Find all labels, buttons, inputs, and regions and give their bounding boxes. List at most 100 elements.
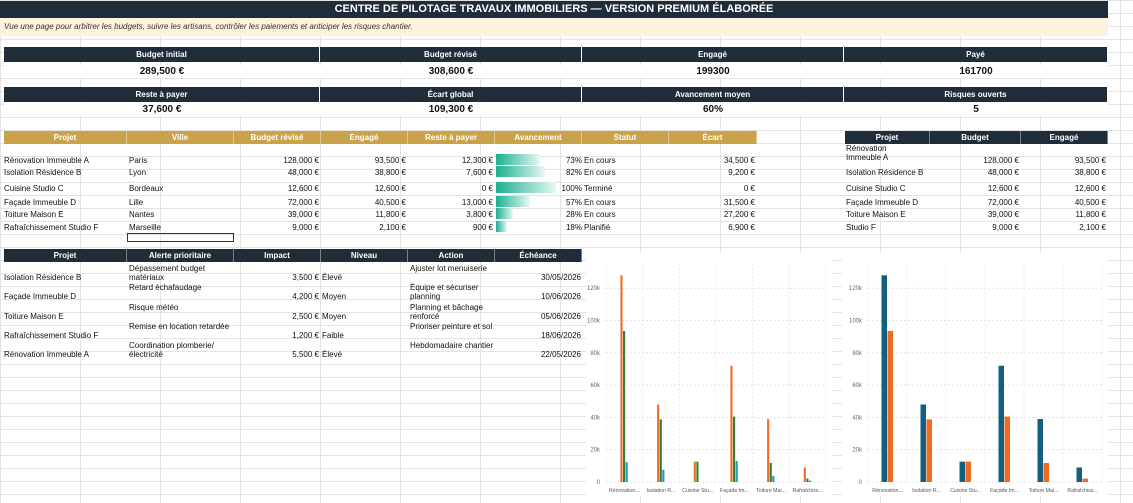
cell-ville: Lille bbox=[129, 198, 144, 207]
cell-engage: 2,100 € bbox=[379, 223, 406, 232]
side-col-header-projet: Projet bbox=[845, 131, 930, 144]
side-cell-budget: 48,000 € bbox=[987, 168, 1019, 177]
side-cell-budget: 9,000 € bbox=[992, 223, 1019, 232]
risk-cell-action: Prioriser peinture et sol bbox=[410, 322, 493, 331]
selected-cell[interactable] bbox=[127, 233, 234, 242]
cell-budget: 39,000 € bbox=[287, 210, 319, 219]
side-cell-engage: 40,500 € bbox=[1074, 198, 1106, 207]
bar-mark bbox=[735, 461, 738, 482]
risk-cell-action: Hebdomadaire chantier bbox=[410, 341, 494, 350]
risk-cell-projet: Isolation Résidence B bbox=[4, 273, 82, 282]
progress-bar bbox=[496, 154, 540, 165]
cell-projet: Toiture Maison E bbox=[4, 210, 64, 219]
cell-reste: 900 € bbox=[472, 223, 493, 232]
x-tick-label: Façade Im... bbox=[720, 488, 749, 494]
side-cell-engage: 12,600 € bbox=[1074, 184, 1106, 193]
risk-cell-echeance: 30/05/2026 bbox=[540, 273, 581, 282]
cell-reste: 7,600 € bbox=[466, 168, 493, 177]
cell-ecart: 0 € bbox=[743, 184, 755, 193]
risk-cell-impact: 4,200 € bbox=[292, 292, 319, 301]
col-header-budget-revise: Budget révisé bbox=[234, 131, 321, 144]
cell-ville: Bordeaux bbox=[129, 184, 164, 193]
kpi-value-reste-a-payer: 37,600 € bbox=[4, 103, 320, 116]
cell-engage: 11,800 € bbox=[375, 210, 406, 219]
x-tick-label: Isolation R... bbox=[647, 488, 676, 494]
progress-bar bbox=[496, 221, 507, 232]
risk-col-header-niveau: Niveau bbox=[321, 249, 408, 262]
risk-cell-impact: 2,500 € bbox=[292, 312, 319, 321]
y-tick-label: 120k bbox=[849, 286, 863, 292]
cell-projet: Façade Immeuble D bbox=[4, 198, 77, 207]
kpi-label-ecart-global: Écart global bbox=[320, 87, 582, 102]
cell-reste: 0 € bbox=[481, 184, 493, 193]
bar-mark bbox=[1037, 419, 1043, 482]
risk-cell-niveau: Élevé bbox=[322, 273, 343, 282]
cell-ecart: 9,200 € bbox=[728, 168, 755, 177]
bar-mark bbox=[803, 467, 806, 482]
kpi-value-risques-ouverts: 5 bbox=[844, 103, 1108, 116]
y-tick-label: 100k bbox=[849, 319, 863, 325]
y-tick-label: 80k bbox=[590, 351, 601, 357]
side-cell-projet: Façade Immeuble D bbox=[846, 198, 919, 207]
x-tick-label: Toiture Mai... bbox=[1029, 488, 1059, 494]
cell-ville: Paris bbox=[129, 156, 148, 165]
side-cell-projet: Isolation Résidence B bbox=[846, 168, 924, 177]
col-header-ecart: Écart bbox=[669, 131, 757, 144]
bar-mark bbox=[769, 462, 772, 482]
chart-svg-2: 0 20k 40k 60k 80k 100k 120k Rénovation... Isolat… bbox=[849, 264, 1103, 494]
side-cell-budget: 39,000 € bbox=[987, 210, 1019, 219]
bar-mark bbox=[808, 480, 812, 482]
bar-mark bbox=[1004, 416, 1010, 482]
kpi-label-budget-revise: Budget révisé bbox=[320, 47, 582, 62]
risk-cell-projet: Façade Immeuble D bbox=[4, 292, 77, 301]
risk-cell-niveau: Élevé bbox=[322, 350, 343, 359]
bar-mark bbox=[1043, 462, 1049, 482]
side-cell-engage: 11,800 € bbox=[1075, 210, 1106, 219]
risk-col-header-alerte: Alerte prioritaire bbox=[127, 249, 234, 262]
side-cell-engage: 2,100 € bbox=[1079, 223, 1106, 232]
risk-cell-alerte: Retard échafaudage bbox=[129, 283, 202, 292]
bar-mark bbox=[881, 275, 887, 482]
cell-projet: Isolation Résidence B bbox=[4, 168, 82, 177]
cell-statut: En cours bbox=[584, 210, 616, 219]
cell-projet: Rénovation Immeuble A bbox=[4, 156, 89, 165]
x-tick-label: Toiture Mai... bbox=[756, 488, 786, 494]
cell-avancement: 82% bbox=[565, 168, 582, 177]
cell-ecart: 34,500 € bbox=[723, 156, 755, 165]
risk-cell-echeance: 18/06/2026 bbox=[540, 331, 581, 340]
risk-cell-alerte: Risque météo bbox=[129, 303, 179, 312]
risk-cell-action: Ajuster lot menuiserie bbox=[410, 264, 487, 273]
x-tick-label: Rafraîchiss... bbox=[793, 488, 823, 494]
kpi-value-avancement-moyen: 60% bbox=[582, 103, 844, 116]
bar-mark bbox=[696, 461, 699, 482]
cell-ville: Marseille bbox=[129, 223, 162, 232]
side-cell-projet: Toiture Maison E bbox=[846, 210, 906, 219]
risk-cell-projet: Rénovation Immeuble A bbox=[4, 350, 89, 359]
risk-cell-echeance: 22/05/2026 bbox=[540, 350, 581, 359]
col-header-projet: Projet bbox=[4, 131, 127, 144]
bar-mark bbox=[659, 419, 662, 482]
cell-engage: 12,600 € bbox=[374, 184, 406, 193]
cell-budget: 12,600 € bbox=[287, 184, 319, 193]
bar-mark bbox=[772, 475, 775, 482]
x-tick-label: Façade Im... bbox=[990, 488, 1019, 494]
cell-ecart: 27,200 € bbox=[723, 210, 755, 219]
cell-statut: Planifié bbox=[584, 223, 611, 232]
cell-avancement: 57% bbox=[565, 198, 582, 207]
bar-mark bbox=[662, 469, 665, 482]
cell-avancement: 73% bbox=[565, 156, 582, 165]
risk-cell-alerte: Dépassement budget matériaux bbox=[129, 264, 206, 282]
risk-cell-niveau: Faible bbox=[322, 331, 344, 340]
risk-col-header-impact: Impact bbox=[234, 249, 321, 262]
side-cell-engage: 38,800 € bbox=[1074, 168, 1106, 177]
y-tick-label: 0 bbox=[859, 480, 863, 486]
cell-ville: Nantes bbox=[129, 210, 155, 219]
risk-col-header-action: Action bbox=[408, 249, 495, 262]
col-header-engage: Engagé bbox=[321, 131, 408, 144]
chart-budget-engage[interactable]: 0 20k 40k 60k 80k 100k 120k Rénovation... Isolat… bbox=[842, 252, 1108, 496]
x-tick-label: Rénovation... bbox=[872, 488, 903, 494]
dashboard-subtitle: Vue une page pour arbitrer les budgets, … bbox=[0, 18, 1108, 36]
x-tick-label: Rafraîchiss... bbox=[1067, 488, 1097, 494]
cell-projet: Rafraîchissement Studio F bbox=[4, 223, 99, 232]
chart-budget-engage-reste[interactable]: 0 20k 40k 60k 80k 100k 120k Rénovation... Isolat… bbox=[586, 252, 832, 496]
